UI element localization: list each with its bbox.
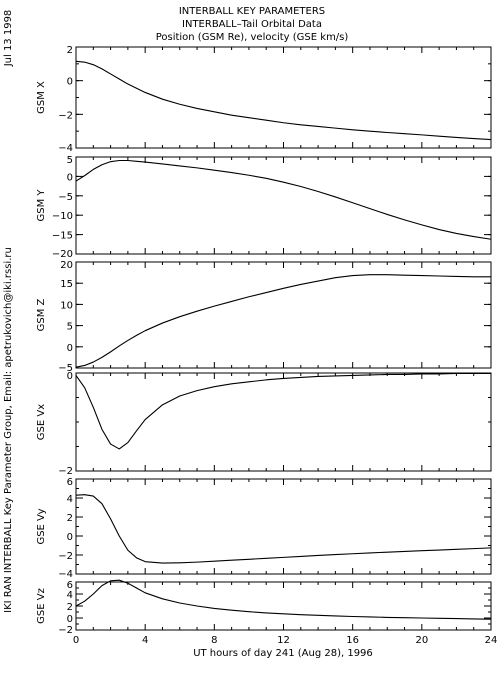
y-tick-label: −4 (58, 143, 73, 154)
title-line-2: INTERBALL–Tail Orbital Data (182, 19, 322, 30)
series-line (75, 274, 492, 368)
y-tick-label: 2 (67, 45, 73, 56)
y-tick-label: −15 (52, 231, 73, 242)
y-tick-label: −2 (58, 625, 73, 636)
y-tick-label: −10 (52, 211, 73, 222)
y-tick-label: 5 (67, 155, 73, 166)
y-tick-label: 0 (67, 614, 73, 625)
y-axis-label: GSE Vy (36, 508, 47, 544)
y-tick-label: 0 (67, 371, 73, 382)
y-axis-label: GSM X (36, 81, 47, 114)
side-credit: IKI RAN INTERBALL Key Parameter Group, E… (3, 247, 14, 613)
y-tick-label: 4 (67, 494, 73, 505)
title-line-3: Position (GSM Re), velocity (GSE km/s) (156, 32, 349, 43)
series-line (75, 60, 492, 141)
x-tick-label: 24 (485, 635, 498, 646)
y-tick-label: −5 (58, 363, 73, 374)
y-tick-label: −4 (58, 569, 73, 580)
panel-3: 20 15 10 5 0 −5 GSM Z (36, 260, 492, 374)
y-tick-label: 20 (60, 260, 73, 271)
y-axis-label: GSM Y (36, 189, 47, 222)
panel-4: 0 −2 GSE Vx (36, 371, 492, 477)
y-tick-label: −2 (58, 110, 73, 121)
y-tick-label: 4 (67, 590, 73, 601)
x-tick-label: 20 (415, 635, 428, 646)
y-tick-label: 2 (67, 513, 73, 524)
series-line (75, 372, 492, 450)
y-axis-label: GSM Z (36, 298, 47, 331)
y-tick-label: −2 (58, 551, 73, 562)
y-tick-label: 6 (67, 580, 73, 591)
series-line (75, 579, 492, 620)
x-axis-label: UT hours of day 241 (Aug 28), 1996 (193, 648, 373, 659)
panel-1: 2 0 −2 −4 GSM X (36, 45, 492, 154)
x-tick-label: 8 (211, 635, 217, 646)
y-tick-label: 0 (67, 172, 73, 183)
series-line (75, 159, 492, 240)
y-tick-label: −5 (58, 192, 73, 203)
series-line (75, 494, 492, 564)
y-tick-label: −2 (58, 466, 73, 477)
y-tick-label: 2 (67, 602, 73, 613)
y-axis-label: GSE Vz (36, 588, 47, 624)
y-tick-label: 10 (60, 300, 73, 311)
y-tick-label: 0 (67, 532, 73, 543)
y-tick-label: 6 (67, 477, 73, 488)
y-tick-label: 15 (60, 279, 73, 290)
x-tick-label: 4 (142, 635, 148, 646)
y-tick-label: 5 (67, 322, 73, 333)
panel-5: 6 4 2 0 −2 −4 GSE Vy (36, 477, 492, 580)
y-tick-label: 0 (67, 343, 73, 354)
x-tick-label: 0 (73, 635, 79, 646)
y-axis-label: GSE Vx (36, 404, 47, 440)
date-label: Jul 13 1998 (3, 10, 14, 68)
y-tick-label: 0 (67, 77, 73, 88)
title-line-1: INTERBALL KEY PARAMETERS (179, 6, 325, 17)
x-tick-label: 16 (346, 635, 359, 646)
y-tick-label: −20 (52, 249, 73, 260)
panel-2: 5 0 −5 −10 −15 −20 GSM Y (36, 155, 492, 260)
x-tick-label: 12 (277, 635, 290, 646)
